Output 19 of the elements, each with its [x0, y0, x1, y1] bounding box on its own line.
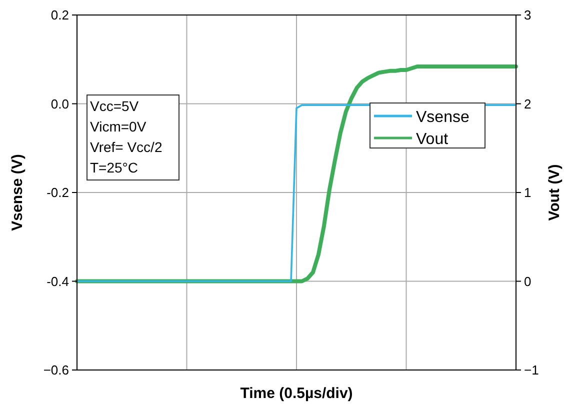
y-tick-label: 0.0 [50, 96, 69, 112]
y2-tick-label: 2 [524, 96, 532, 112]
annotation: Vicm=0V [90, 118, 147, 134]
annotation: T=25°C [90, 160, 138, 176]
legend-label: Vsense [416, 109, 470, 126]
y-tick-label: -0.2 [46, 185, 69, 200]
y2-axis-title: Vout (V) [546, 164, 563, 221]
y-tick-label: 0.2 [50, 8, 69, 22]
y-axis-title: Vsense (V) [9, 154, 26, 231]
y2-tick-label: −1 [524, 362, 539, 378]
annotation: Vcc=5V [90, 98, 140, 114]
y2-tick-label: 0 [524, 274, 532, 289]
x-axis-title: Time (0.5µs/div) [240, 385, 353, 402]
legend-label: Vout [416, 131, 449, 148]
y-tick-label: −0.6 [43, 362, 69, 378]
y2-tick-label: 3 [524, 8, 532, 22]
y-tick-label: -0.4 [46, 274, 69, 289]
annotation: Vref= Vcc/2 [90, 139, 162, 155]
y2-tick-label: 1 [524, 185, 532, 200]
